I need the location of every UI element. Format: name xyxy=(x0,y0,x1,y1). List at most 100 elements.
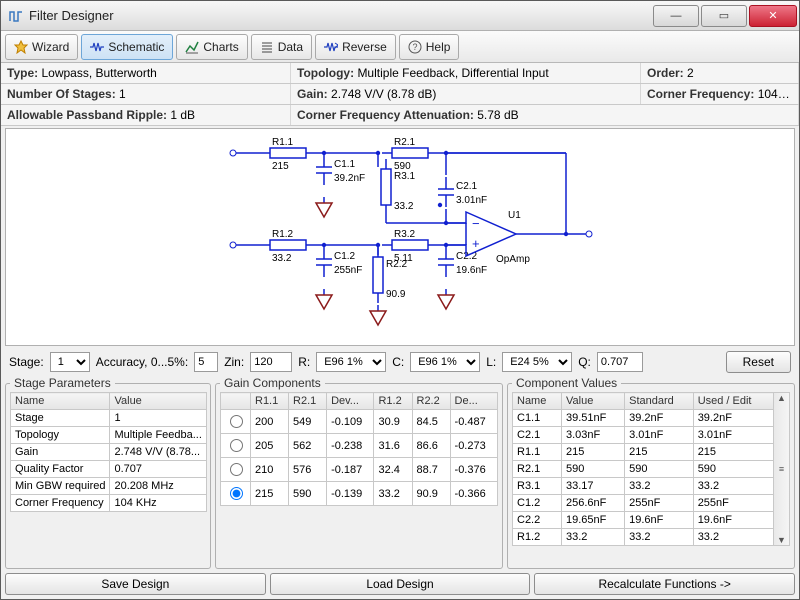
table-row[interactable]: 205562-0.23831.686.6-0.273 xyxy=(221,434,498,458)
row-radio[interactable] xyxy=(230,463,243,476)
table-cell: Stage xyxy=(11,410,110,427)
svg-text:19.6nF: 19.6nF xyxy=(456,265,487,276)
table-cell: 205 xyxy=(251,434,289,458)
table-row[interactable]: 215590-0.13933.290.9-0.366 xyxy=(221,482,498,506)
table-cell: Quality Factor xyxy=(11,461,110,478)
table-cell: 31.6 xyxy=(374,434,412,458)
table-cell: R2.1 xyxy=(513,461,562,478)
table-row[interactable]: Corner Frequency104 KHz xyxy=(11,495,207,512)
charts-button[interactable]: Charts xyxy=(176,34,247,60)
table-cell: 2.748 V/V (8.78... xyxy=(110,444,206,461)
row-radio[interactable] xyxy=(230,415,243,428)
save-design-button[interactable]: Save Design xyxy=(5,573,266,595)
prop-corner: 104 KHz xyxy=(758,87,799,101)
row-radio[interactable] xyxy=(230,487,243,500)
row-radio[interactable] xyxy=(230,439,243,452)
svg-text:R2.1: R2.1 xyxy=(394,137,416,148)
data-button[interactable]: Data xyxy=(251,34,312,60)
svg-text:R1.2: R1.2 xyxy=(272,229,294,240)
recalculate-button[interactable]: Recalculate Functions -> xyxy=(534,573,795,595)
schematic-svg: R1.1215C1.139.2nFR2.1590R3.133.2C2.13.01… xyxy=(6,129,794,345)
svg-text:C1.1: C1.1 xyxy=(334,159,356,170)
help-button[interactable]: ? Help xyxy=(399,34,460,60)
table-cell: -0.139 xyxy=(327,482,374,506)
table-row[interactable]: 210576-0.18732.488.7-0.376 xyxy=(221,458,498,482)
reset-button[interactable]: Reset xyxy=(726,351,791,373)
table-header: Value xyxy=(562,393,625,410)
table-cell: 84.5 xyxy=(412,410,450,434)
stage-params-panel: Stage Parameters NameValueStage1Topology… xyxy=(5,376,211,569)
stage-params-table: NameValueStage1TopologyMultiple Feedba..… xyxy=(10,392,207,512)
table-row[interactable]: C2.219.65nF19.6nF19.6nF xyxy=(513,512,774,529)
prop-type: Lowpass, Butterworth xyxy=(41,66,156,80)
table-row[interactable]: R1.233.233.233.2 xyxy=(513,529,774,546)
schematic-canvas[interactable]: R1.1215C1.139.2nFR2.1590R3.133.2C2.13.01… xyxy=(5,128,795,346)
table-row[interactable]: R3.133.1733.233.2 xyxy=(513,478,774,495)
maximize-button[interactable]: ▭ xyxy=(701,5,747,27)
table-cell: R1.2 xyxy=(513,529,562,546)
table-cell: Multiple Feedba... xyxy=(110,427,206,444)
reverse-button[interactable]: Reverse xyxy=(315,34,396,60)
svg-text:255nF: 255nF xyxy=(334,265,362,276)
table-row[interactable]: Min GBW required20.208 MHz xyxy=(11,478,207,495)
table-row[interactable]: 200549-0.10930.984.5-0.487 xyxy=(221,410,498,434)
table-cell: C1.1 xyxy=(513,410,562,427)
table-row[interactable]: Quality Factor0.707 xyxy=(11,461,207,478)
prop-gain: 2.748 V/V (8.78 dB) xyxy=(331,87,436,101)
table-row[interactable]: C2.13.03nF3.01nF3.01nF xyxy=(513,427,774,444)
table-cell: 39.2nF xyxy=(625,410,694,427)
table-cell: 590 xyxy=(625,461,694,478)
table-cell: 104 KHz xyxy=(110,495,206,512)
table-header: R1.1 xyxy=(251,393,289,410)
c-select[interactable]: E96 1% xyxy=(410,352,480,372)
r-label: R: xyxy=(298,355,310,369)
table-row[interactable]: C1.2256.6nF255nF255nF xyxy=(513,495,774,512)
schematic-icon xyxy=(90,40,104,54)
component-values-scrollbar[interactable]: ▲≡▼ xyxy=(774,392,790,546)
table-cell: -0.487 xyxy=(450,410,497,434)
table-cell: 32.4 xyxy=(374,458,412,482)
table-cell: 256.6nF xyxy=(562,495,625,512)
q-input[interactable] xyxy=(597,352,643,372)
minimize-button[interactable]: — xyxy=(653,5,699,27)
accuracy-input[interactable] xyxy=(194,352,218,372)
table-header: R2.2 xyxy=(412,393,450,410)
table-cell: 88.7 xyxy=(412,458,450,482)
svg-text:215: 215 xyxy=(272,161,289,172)
table-cell: -0.109 xyxy=(327,410,374,434)
svg-text:?: ? xyxy=(412,42,417,52)
load-design-button[interactable]: Load Design xyxy=(270,573,531,595)
l-select[interactable]: E24 5% xyxy=(502,352,572,372)
prop-row-1: Type: Lowpass, Butterworth Topology: Mul… xyxy=(1,63,799,84)
table-row[interactable]: R1.1215215215 xyxy=(513,444,774,461)
reverse-label: Reverse xyxy=(342,40,387,54)
svg-text:C1.2: C1.2 xyxy=(334,251,356,262)
svg-text:R3.1: R3.1 xyxy=(394,171,416,182)
stage-select[interactable]: 1 xyxy=(50,352,90,372)
table-header: R1.2 xyxy=(374,393,412,410)
wizard-button[interactable]: Wizard xyxy=(5,34,78,60)
table-row[interactable]: Stage1 xyxy=(11,410,207,427)
table-cell: 3.03nF xyxy=(562,427,625,444)
charts-label: Charts xyxy=(203,40,238,54)
table-header: R2.1 xyxy=(289,393,327,410)
table-cell: Corner Frequency xyxy=(11,495,110,512)
table-cell: -0.366 xyxy=(450,482,497,506)
close-button[interactable]: ✕ xyxy=(749,5,797,27)
zin-input[interactable] xyxy=(250,352,292,372)
table-cell: -0.273 xyxy=(450,434,497,458)
table-row[interactable]: Gain2.748 V/V (8.78... xyxy=(11,444,207,461)
table-row[interactable]: R2.1590590590 xyxy=(513,461,774,478)
component-values-table: NameValueStandardUsed / EditC1.139.51nF3… xyxy=(512,392,774,546)
schematic-button[interactable]: Schematic xyxy=(81,34,173,60)
table-cell: 33.2 xyxy=(693,478,773,495)
table-row[interactable]: C1.139.51nF39.2nF39.2nF xyxy=(513,410,774,427)
r-select[interactable]: E96 1% xyxy=(316,352,386,372)
panels-row: Stage Parameters NameValueStage1Topology… xyxy=(1,376,799,571)
svg-text:OpAmp: OpAmp xyxy=(496,254,530,265)
table-cell: 90.9 xyxy=(412,482,450,506)
table-row[interactable]: TopologyMultiple Feedba... xyxy=(11,427,207,444)
table-cell: -0.376 xyxy=(450,458,497,482)
table-cell: 215 xyxy=(625,444,694,461)
component-values-legend: Component Values xyxy=(512,376,621,390)
